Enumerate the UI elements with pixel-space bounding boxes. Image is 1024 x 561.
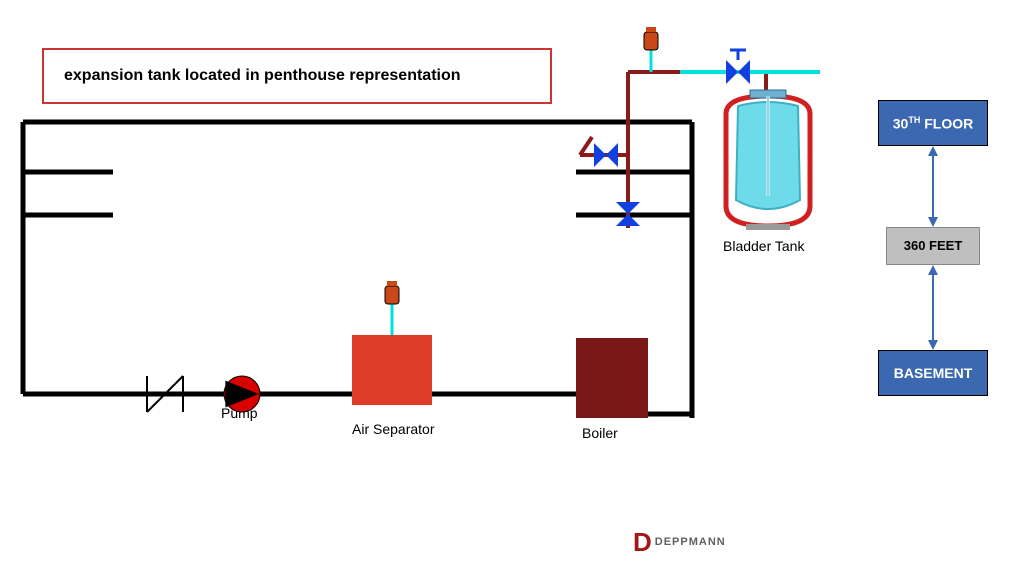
basement-box: BASEMENT xyxy=(878,350,988,396)
boiler-icon xyxy=(576,338,648,418)
pump-triangle-icon xyxy=(225,381,258,408)
title-box: expansion tank located in penthouse repr… xyxy=(42,48,552,104)
tank-flange-icon xyxy=(750,90,786,98)
air-separator-label: Air Separator xyxy=(352,421,434,437)
pump-label: Pump xyxy=(221,405,258,421)
air-vent-1-icon-cap xyxy=(387,281,397,286)
air-separator-icon xyxy=(352,335,432,405)
tank-base-icon xyxy=(746,224,790,230)
air-vent-2-icon-cap xyxy=(646,27,656,32)
air-vent-1-icon-body xyxy=(385,286,399,304)
valve-2-icon xyxy=(616,202,640,226)
valve-3-icon xyxy=(726,60,750,84)
boiler-label: Boiler xyxy=(582,425,618,441)
valve-1-icon xyxy=(594,143,618,167)
arrowhead-down-bot xyxy=(928,340,938,350)
check-valve-diag xyxy=(147,376,183,412)
logo-text: DDEPPMANN xyxy=(633,527,726,558)
arrowhead-down-top xyxy=(928,217,938,227)
bladder-tank-label: Bladder Tank xyxy=(723,238,804,254)
red-pipe-branch2 xyxy=(580,137,592,155)
height-box: 360 FEET xyxy=(886,227,980,265)
bladder-icon xyxy=(736,102,800,209)
arrowhead-up-top xyxy=(928,146,938,156)
bladder-tank-shell-icon xyxy=(726,96,810,226)
arrowhead-up-bot xyxy=(928,265,938,275)
floor-30-box: 30TH FLOOR xyxy=(878,100,988,146)
air-vent-2-icon-body xyxy=(644,32,658,50)
